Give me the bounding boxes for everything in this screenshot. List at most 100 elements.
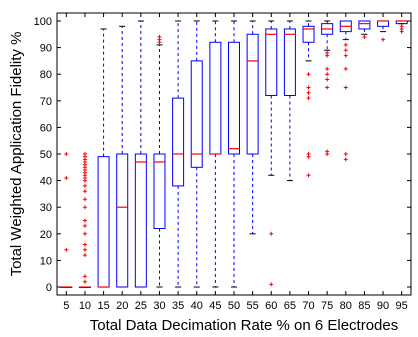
outlier-point: [82, 178, 87, 183]
box-75: [321, 20, 334, 156]
box-iqr: [265, 28, 278, 96]
x-tick-label: 55: [247, 300, 259, 312]
outlier-point: [343, 152, 348, 156]
box-70: [302, 20, 315, 178]
x-tick-label: 70: [302, 300, 314, 312]
x-tick-label: 10: [79, 300, 91, 312]
box-iqr: [302, 25, 315, 43]
y-tick-label: 50: [40, 149, 52, 161]
box-iqr: [377, 20, 390, 27]
x-axis-ticks: 5 10 15 20 25 30 35 40 45 50 55 60 65 70 75 80 85 90 95: [63, 13, 408, 312]
box-60: [265, 20, 278, 287]
outlier-point: [306, 154, 311, 159]
x-tick-label: 80: [340, 300, 352, 312]
outlier-point: [269, 231, 274, 236]
box-65: [283, 20, 296, 182]
box-25: [134, 20, 147, 288]
outlier-point: [82, 274, 87, 279]
outlier-point: [325, 66, 330, 71]
outlier-point: [157, 34, 162, 39]
outlier-point: [82, 183, 87, 188]
outlier-point: [82, 279, 87, 284]
outlier-point: [325, 85, 330, 90]
box-95: [395, 20, 408, 34]
outlier-point: [64, 175, 69, 180]
box-50: [228, 20, 240, 288]
outlier-point: [157, 40, 162, 45]
box-iqr: [172, 97, 185, 187]
box-80: [339, 20, 352, 162]
y-tick-label: 40: [40, 176, 52, 188]
outlier-point: [306, 72, 311, 77]
outlier-point: [82, 189, 87, 194]
box-5: [60, 152, 73, 289]
outlier-point: [82, 218, 87, 223]
x-tick-label: 5: [63, 300, 69, 312]
box-iqr: [153, 153, 166, 229]
box-iqr: [97, 156, 110, 288]
y-axis-ticks: 0 10 20 30 40 50 60 70 80 90 100: [34, 16, 411, 294]
outlier-point: [343, 42, 348, 47]
outlier-point: [325, 152, 330, 156]
outlier-point: [343, 85, 348, 90]
x-axis-label: Total Data Decimation Rate % on 6 Electr…: [90, 317, 399, 334]
outlier-point: [306, 96, 311, 101]
y-tick-label: 60: [40, 122, 52, 134]
y-tick-label: 90: [40, 43, 52, 55]
box-iqr: [246, 33, 259, 155]
y-tick-label: 100: [34, 16, 52, 28]
y-tick-label: 70: [40, 96, 52, 108]
outlier-point: [343, 66, 348, 71]
outlier-point: [381, 37, 386, 42]
outlier-point: [325, 53, 330, 58]
box-iqr: [358, 20, 371, 30]
box-45: [209, 20, 222, 288]
x-tick-label: 15: [97, 300, 109, 312]
x-tick-label: 85: [358, 300, 370, 312]
plot-area: [56, 12, 412, 296]
outlier-point: [325, 72, 330, 77]
box-15: [97, 28, 110, 288]
box-iqr: [190, 60, 203, 168]
outlier-point: [82, 242, 87, 247]
x-tick-label: 20: [116, 300, 128, 312]
box-55: [246, 20, 259, 235]
outlier-point: [64, 152, 69, 156]
x-tick-label: 95: [396, 300, 408, 312]
outlier-point: [399, 29, 404, 34]
box-30: [153, 34, 166, 288]
outlier-point: [82, 253, 87, 258]
box-85: [358, 20, 371, 39]
x-tick-label: 35: [172, 300, 184, 312]
outlier-point: [306, 173, 311, 178]
box-iqr: [116, 153, 129, 288]
y-tick-label: 80: [40, 69, 52, 81]
y-axis-label: Total Weighted Application Fidelity %: [8, 32, 25, 277]
y-tick-label: 0: [46, 282, 52, 294]
box-iqr: [228, 41, 240, 155]
outlier-point: [343, 48, 348, 53]
outlier-point: [82, 205, 87, 210]
x-tick-label: 50: [228, 300, 240, 312]
x-tick-label: 90: [377, 300, 389, 312]
outlier-point: [362, 34, 367, 39]
box-iqr: [283, 28, 296, 96]
outlier-point: [82, 197, 87, 202]
box-35: [172, 20, 185, 288]
box-20: [116, 25, 129, 288]
y-tick-label: 10: [40, 255, 52, 267]
outlier-point: [82, 223, 87, 228]
box-40: [190, 20, 203, 288]
outlier-point: [343, 53, 348, 58]
x-tick-label: 65: [284, 300, 296, 312]
y-tick-label: 30: [40, 202, 52, 214]
outlier-point: [343, 157, 348, 162]
outlier-point: [325, 77, 330, 82]
box-iqr: [209, 41, 222, 155]
outlier-point: [269, 282, 274, 287]
x-tick-label: 60: [265, 300, 277, 312]
x-tick-label: 75: [321, 300, 333, 312]
box-10: [78, 152, 91, 289]
outlier-point: [82, 247, 87, 252]
